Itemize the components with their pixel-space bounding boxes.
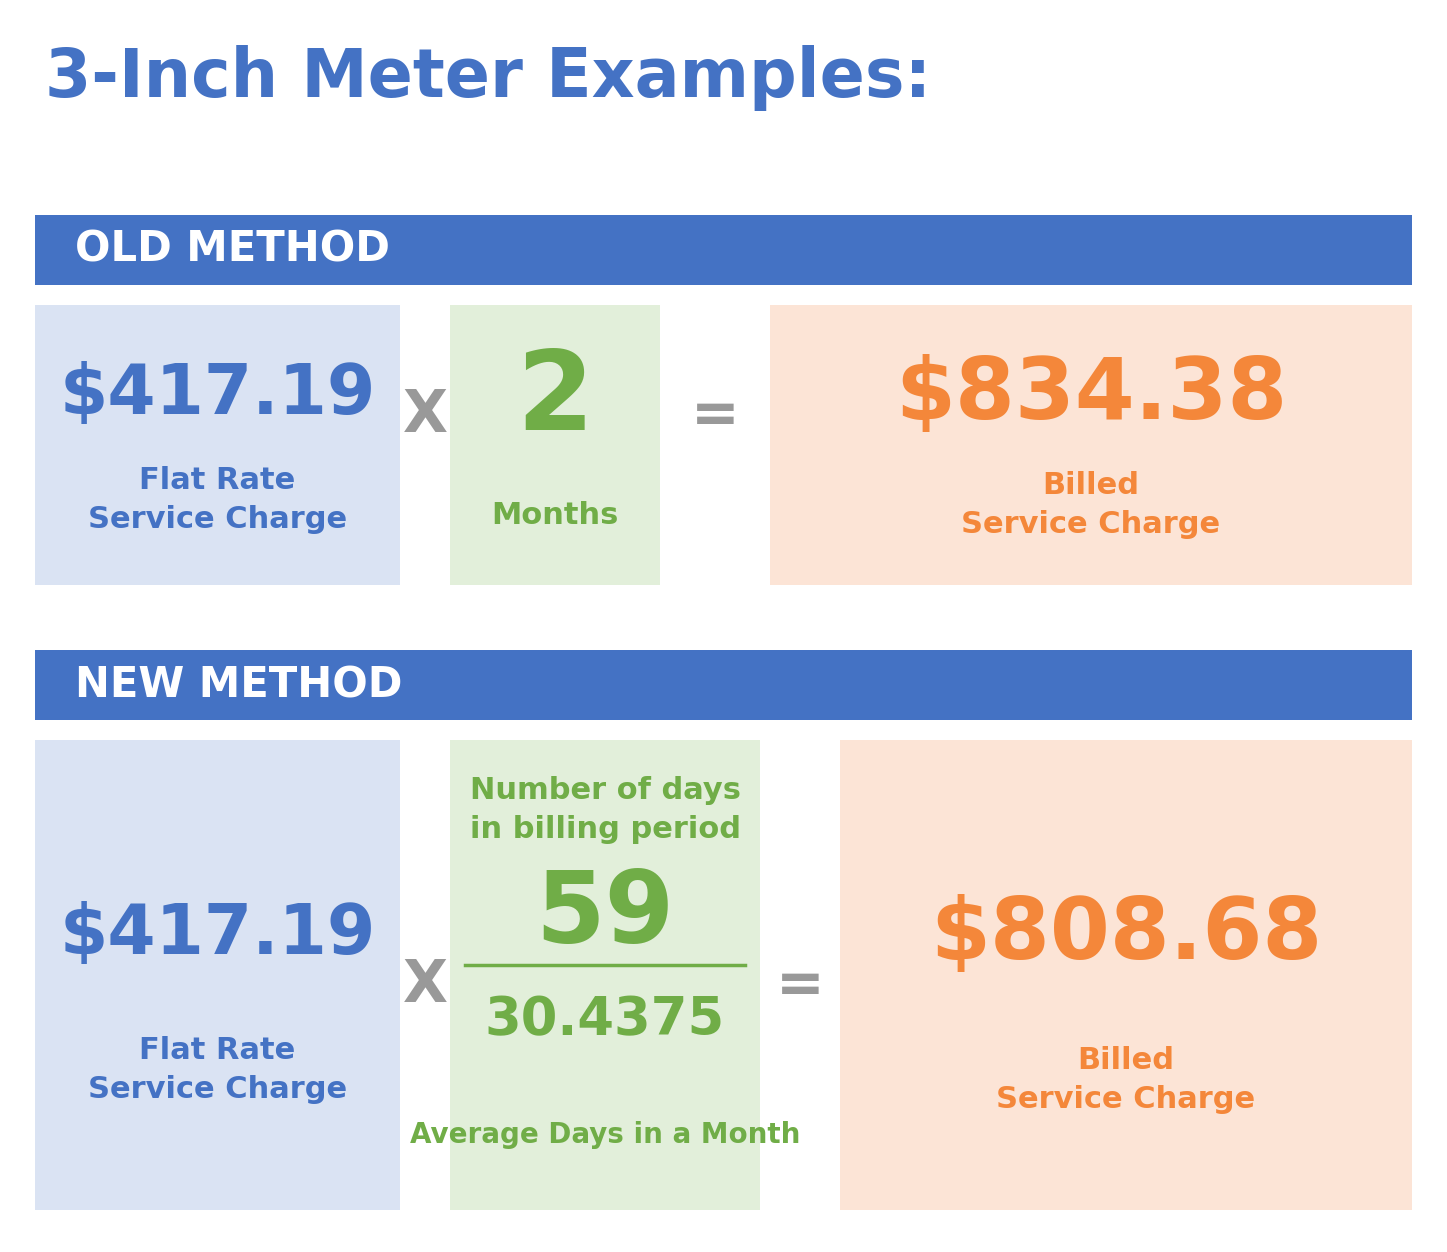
Text: 59: 59: [535, 866, 674, 964]
Text: =: =: [776, 957, 825, 1014]
FancyBboxPatch shape: [35, 305, 399, 585]
Text: Billed
Service Charge: Billed Service Charge: [961, 472, 1221, 538]
FancyBboxPatch shape: [35, 650, 1412, 720]
Text: Flat Rate
Service Charge: Flat Rate Service Charge: [88, 467, 347, 533]
FancyBboxPatch shape: [841, 740, 1412, 1209]
Text: Months: Months: [492, 501, 619, 530]
Text: 3-Inch Meter Examples:: 3-Inch Meter Examples:: [45, 45, 932, 111]
FancyBboxPatch shape: [35, 215, 1412, 285]
FancyBboxPatch shape: [450, 305, 660, 585]
FancyBboxPatch shape: [770, 305, 1412, 585]
Text: NEW METHOD: NEW METHOD: [75, 664, 402, 706]
FancyBboxPatch shape: [450, 740, 760, 1209]
Text: $417.19: $417.19: [59, 362, 376, 428]
Text: X: X: [402, 957, 447, 1014]
Text: =: =: [690, 387, 739, 443]
Text: $834.38: $834.38: [894, 353, 1288, 437]
Text: Flat Rate
Service Charge: Flat Rate Service Charge: [88, 1037, 347, 1103]
FancyBboxPatch shape: [35, 740, 399, 1209]
Text: X: X: [402, 387, 447, 443]
Text: Average Days in a Month: Average Days in a Month: [410, 1121, 800, 1149]
Text: 30.4375: 30.4375: [485, 994, 725, 1045]
Text: OLD METHOD: OLD METHOD: [75, 229, 389, 270]
Text: 2: 2: [517, 347, 593, 453]
Text: Billed
Service Charge: Billed Service Charge: [997, 1047, 1256, 1113]
Text: Number of days
in billing period: Number of days in billing period: [469, 776, 741, 844]
Text: $808.68: $808.68: [930, 894, 1323, 977]
Text: $417.19: $417.19: [59, 901, 376, 969]
